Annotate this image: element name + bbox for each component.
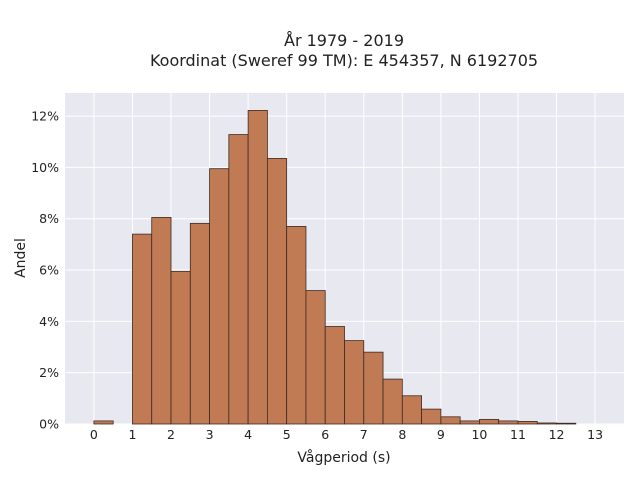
histogram-bar [363,351,384,425]
histogram-bar [209,168,230,425]
y-tick-label: 4% [39,314,59,329]
histogram-bar [344,340,365,425]
x-tick-label: 3 [206,427,214,442]
x-tick-label: 5 [283,427,291,442]
x-tick-label: 2 [167,427,175,442]
y-tick-label: 2% [39,365,59,380]
x-tick-label: 1 [128,427,136,442]
histogram-bar [247,110,268,425]
y-axis-label: Andel [13,238,29,278]
x-tick-label: 7 [360,427,368,442]
histogram-bar [132,233,153,425]
histogram-bar [286,226,307,425]
histogram-bar [324,326,345,425]
histogram-bar [459,420,480,425]
histogram-bar [189,222,210,425]
histogram-bar [266,158,288,425]
x-tick-label: 10 [471,427,487,442]
chart-title: År 1979 - 2019 [284,31,404,50]
x-tick-label: 11 [510,427,526,442]
y-tick-label: 6% [39,263,59,278]
histogram-bar [170,270,191,425]
histogram-bar [498,420,519,425]
histogram-bar [382,378,403,425]
y-tick-label: 0% [39,417,59,432]
histogram-bar [151,217,172,425]
x-tick-label: 4 [244,427,252,442]
x-axis-ticks: 0 1 2 3 4 5 6 7 8 9 10 11 12 13 [90,427,603,442]
y-tick-label: 12% [31,109,59,124]
x-tick-label: 0 [90,427,98,442]
y-tick-label: 8% [39,211,59,226]
histogram-bar [440,416,461,425]
bars [93,110,577,425]
x-tick-label: 9 [437,427,445,442]
histogram-bar [421,408,442,425]
histogram-bar [479,418,500,425]
histogram-bar [401,395,423,425]
x-tick-label: 8 [398,427,406,442]
y-axis-ticks: 0% 2% 4% 6% 8% 10% 12% [31,109,59,432]
histogram-bar [536,422,557,425]
chart-subtitle: Koordinat (Sweref 99 TM): E 454357, N 61… [150,51,538,70]
x-tick-label: 6 [321,427,329,442]
x-tick-label: 13 [587,427,603,442]
histogram-bar [93,420,114,425]
histogram-bar [305,290,326,425]
histogram-bar [556,422,577,425]
histogram-bar [517,421,538,425]
y-tick-label: 10% [31,160,59,175]
x-axis-label: Vågperiod (s) [297,449,390,466]
x-tick-label: 12 [549,427,565,442]
histogram-bar [228,134,249,425]
